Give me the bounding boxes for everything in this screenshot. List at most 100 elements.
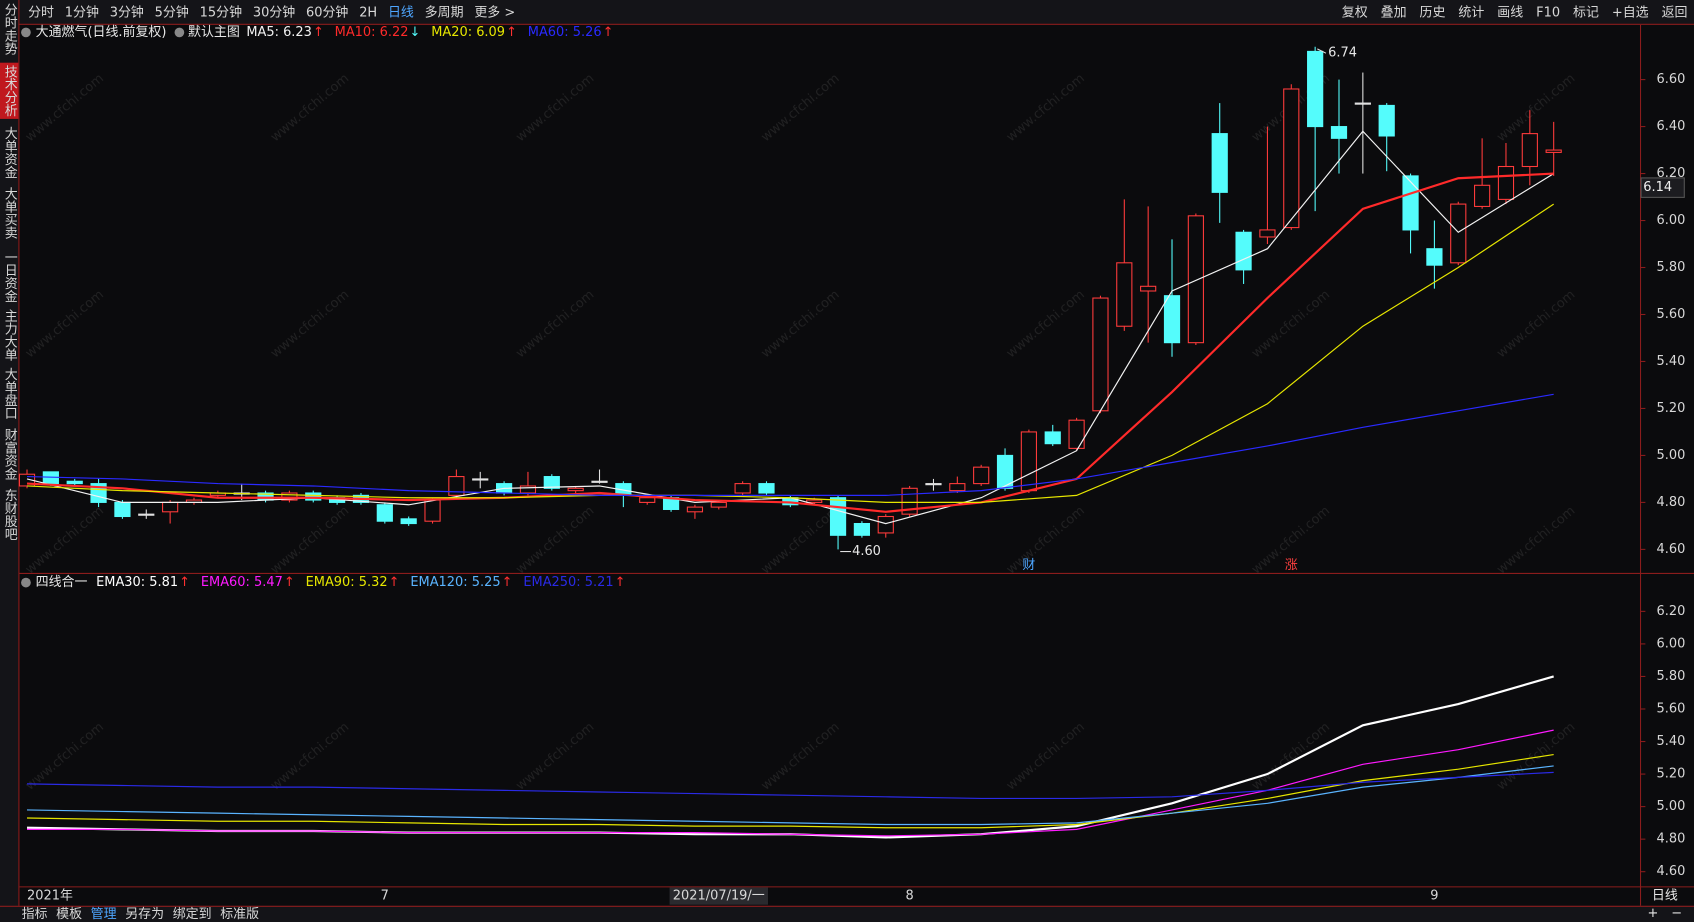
candle-body [1211, 133, 1228, 193]
footer [0, 905, 1694, 922]
candle-body [853, 523, 871, 536]
candle-body [281, 492, 298, 501]
candle-body [639, 497, 656, 503]
candle-body [472, 478, 489, 481]
period-tab[interactable]: 60分钟 [306, 4, 348, 20]
candle-body [1140, 285, 1157, 292]
footer-tab[interactable]: 管理 [91, 907, 117, 922]
y-tick-label: 5.80 [1657, 669, 1686, 684]
sidebar-tab[interactable]: 财富资金 [2, 428, 17, 480]
footer-tab[interactable]: 绑定到 [173, 907, 212, 922]
candle-body [949, 483, 966, 492]
indicator-title: 大通燃气(日线.前复权) [36, 24, 167, 40]
footer-tab[interactable]: 标准版 [220, 907, 259, 922]
footer-tab[interactable]: 另存为 [125, 907, 164, 922]
tool-button[interactable]: 叠加 [1381, 5, 1407, 20]
candle-body [806, 499, 823, 503]
candle-body [1092, 297, 1109, 412]
y-tick-label: 5.80 [1657, 260, 1686, 275]
legend-entry: EMA30: 5.81 [96, 575, 178, 590]
template-toggle[interactable] [174, 27, 185, 38]
period-tab[interactable]: 3分钟 [110, 4, 144, 20]
date-highlight [669, 887, 769, 905]
y-tick-label: 4.80 [1657, 495, 1686, 510]
tool-button[interactable]: +自选 [1612, 5, 1649, 20]
period-tab[interactable]: 更多 > [474, 5, 515, 20]
legend-toggle[interactable] [21, 27, 31, 38]
candle-body [686, 506, 704, 513]
legend-toggle[interactable] [21, 577, 31, 588]
sidebar-tab[interactable]: 大单买卖 [2, 187, 17, 239]
x-axis-label: 8 [905, 889, 913, 904]
legend-entry: EMA250: 5.21 [523, 575, 613, 590]
period-tab[interactable]: 多周期 [425, 5, 464, 20]
tool-button[interactable]: 画线 [1497, 5, 1523, 20]
sidebar-active [0, 62, 19, 119]
y-tick-label: 5.60 [1657, 307, 1686, 322]
tool-button[interactable]: 统计 [1458, 5, 1484, 20]
max-label: 6.74 [1328, 46, 1357, 61]
candle-body [18, 473, 36, 487]
tool-button[interactable]: 历史 [1420, 5, 1446, 20]
period-tab[interactable]: 日线 [388, 5, 414, 20]
y-tick-label: 4.60 [1657, 542, 1686, 557]
candle-body [1116, 262, 1133, 327]
sidebar-tab[interactable]: 主力大单 [2, 309, 17, 361]
tool-button[interactable]: F10 [1536, 5, 1560, 20]
legend-entry: EMA120: 5.25 [410, 575, 500, 590]
period-tab[interactable]: 15分钟 [200, 4, 242, 20]
zoom-out[interactable]: − [1671, 906, 1682, 921]
period-tab[interactable]: 30分钟 [253, 4, 295, 20]
ma-line [27, 729, 1554, 837]
legend-arrow: ↑ [284, 575, 295, 590]
y-tick-label: 6.20 [1657, 604, 1686, 619]
legend-arrow: ↑ [179, 575, 190, 590]
candle-body [925, 483, 942, 486]
sidebar-tab[interactable]: 东财股吧 [2, 489, 17, 541]
candle-body [162, 501, 179, 513]
sidebar-tab[interactable]: 分时走势 [2, 3, 17, 56]
candle-body [519, 485, 537, 494]
sidebar-tab[interactable]: 大单资金 [2, 126, 17, 178]
tool-button[interactable]: 返回 [1662, 5, 1688, 20]
candle-body [1235, 231, 1252, 271]
footer-tab[interactable]: 指标 [22, 907, 48, 922]
sidebar-tab[interactable]: 一日资金 [2, 251, 17, 303]
tool-button[interactable]: 复权 [1342, 4, 1368, 20]
period-label: 日线 [1652, 889, 1678, 904]
legend-arrow: ↑ [615, 575, 626, 590]
ma-line [26, 203, 1554, 503]
period-tab[interactable]: 2H [359, 5, 377, 20]
event-marker: 财 [1022, 558, 1035, 573]
period-tab[interactable]: 5分钟 [155, 4, 189, 20]
candle-body [973, 466, 990, 485]
candle-body [877, 515, 894, 534]
zoom-in[interactable]: + [1648, 906, 1659, 921]
sidebar-tab[interactable]: 技术分析 [2, 65, 17, 117]
candle-body [1283, 88, 1300, 229]
ma-line [26, 771, 1554, 800]
candle-body [1378, 104, 1395, 137]
indicator-title: 四线合一 [36, 575, 88, 590]
legend-arrow: ↑ [506, 25, 517, 40]
candle-body [305, 492, 322, 501]
period-tab[interactable]: 分时 [28, 5, 54, 20]
sidebar-tab[interactable]: 大单盘口 [2, 368, 17, 420]
candle-body [591, 480, 608, 483]
tool-button[interactable]: 标记 [1573, 5, 1599, 20]
y-tick-label: 5.00 [1657, 448, 1686, 463]
last-price: 6.14 [1643, 180, 1672, 195]
legend-entry: EMA60: 5.47 [201, 575, 283, 590]
max-pointer [1317, 48, 1327, 54]
candle-body [424, 499, 441, 522]
candle-body [1521, 133, 1538, 168]
y-tick-label: 5.20 [1657, 767, 1686, 782]
ma-line [26, 393, 1554, 496]
y-tick-label: 6.40 [1657, 119, 1686, 134]
period-tab[interactable]: 1分钟 [65, 4, 99, 20]
candle-body [567, 487, 584, 492]
candle-body [138, 513, 155, 516]
legend-entry: MA5: 6.23 [246, 25, 312, 40]
footer-tab[interactable]: 模板 [56, 907, 82, 922]
candle-body [543, 476, 560, 489]
